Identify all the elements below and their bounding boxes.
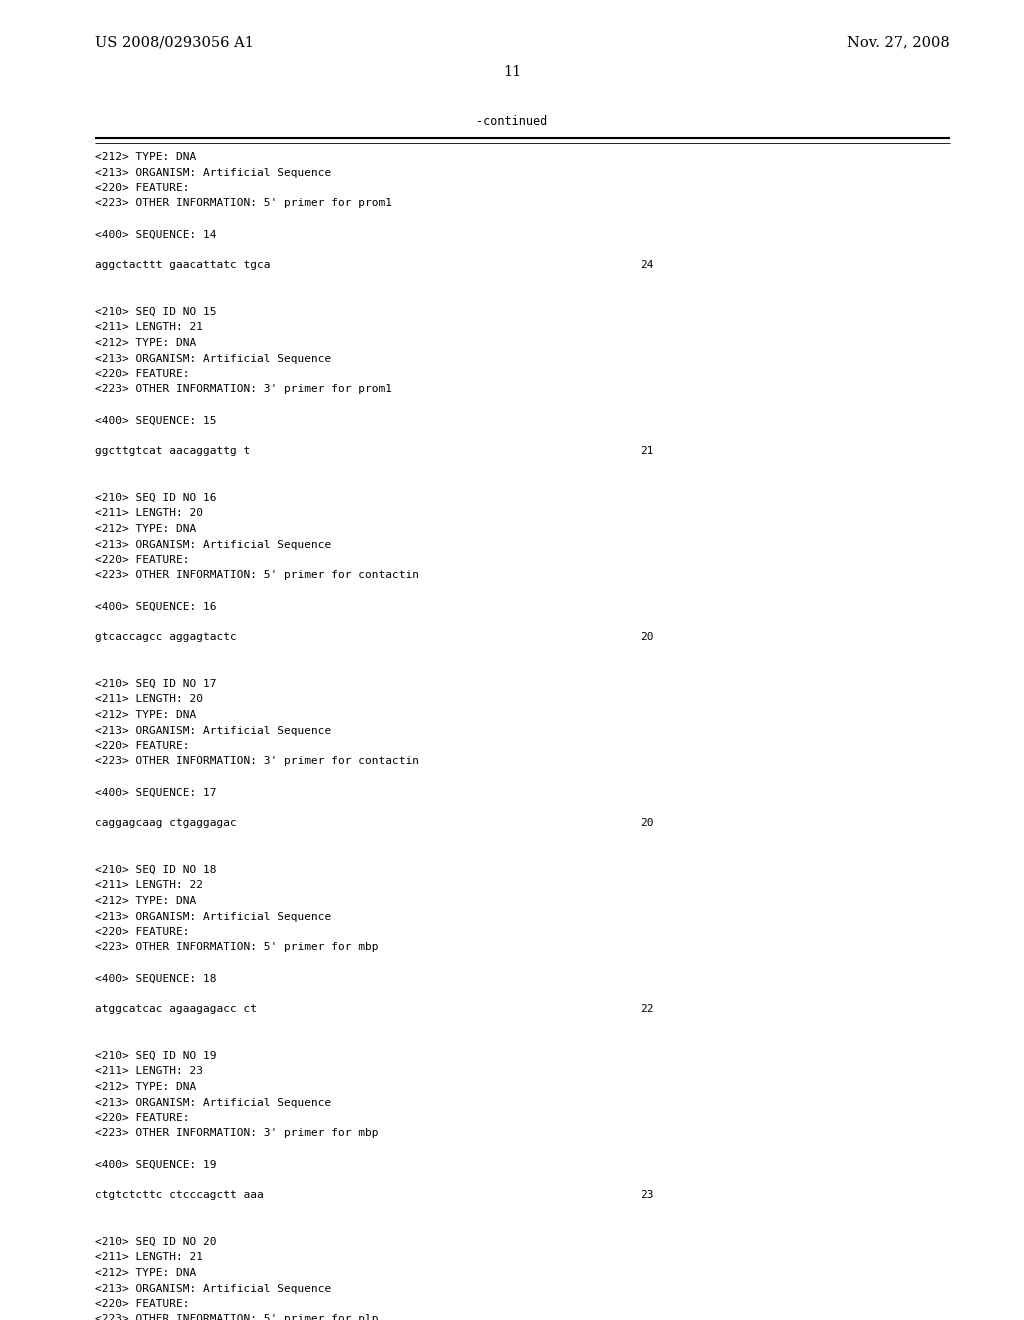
Text: <400> SEQUENCE: 14: <400> SEQUENCE: 14 — [95, 230, 216, 239]
Text: <210> SEQ ID NO 16: <210> SEQ ID NO 16 — [95, 492, 216, 503]
Text: <213> ORGANISM: Artificial Sequence: <213> ORGANISM: Artificial Sequence — [95, 354, 331, 363]
Text: <400> SEQUENCE: 17: <400> SEQUENCE: 17 — [95, 788, 216, 797]
Text: <213> ORGANISM: Artificial Sequence: <213> ORGANISM: Artificial Sequence — [95, 1097, 331, 1107]
Text: <211> LENGTH: 20: <211> LENGTH: 20 — [95, 508, 203, 519]
Text: 20: 20 — [640, 632, 653, 643]
Text: 23: 23 — [640, 1191, 653, 1200]
Text: <400> SEQUENCE: 19: <400> SEQUENCE: 19 — [95, 1159, 216, 1170]
Text: <223> OTHER INFORMATION: 5' primer for plp: <223> OTHER INFORMATION: 5' primer for p… — [95, 1315, 379, 1320]
Text: <210> SEQ ID NO 15: <210> SEQ ID NO 15 — [95, 308, 216, 317]
Text: <223> OTHER INFORMATION: 5' primer for prom1: <223> OTHER INFORMATION: 5' primer for p… — [95, 198, 392, 209]
Text: <212> TYPE: DNA: <212> TYPE: DNA — [95, 710, 197, 719]
Text: <212> TYPE: DNA: <212> TYPE: DNA — [95, 896, 197, 906]
Text: atggcatcac agaagagacc ct: atggcatcac agaagagacc ct — [95, 1005, 257, 1015]
Text: Nov. 27, 2008: Nov. 27, 2008 — [847, 36, 950, 49]
Text: gtcaccagcc aggagtactc: gtcaccagcc aggagtactc — [95, 632, 237, 643]
Text: <400> SEQUENCE: 16: <400> SEQUENCE: 16 — [95, 602, 216, 611]
Text: <223> OTHER INFORMATION: 3' primer for contactin: <223> OTHER INFORMATION: 3' primer for c… — [95, 756, 419, 767]
Text: <212> TYPE: DNA: <212> TYPE: DNA — [95, 1269, 197, 1278]
Text: 24: 24 — [640, 260, 653, 271]
Text: caggagcaag ctgaggagac: caggagcaag ctgaggagac — [95, 818, 237, 829]
Text: <212> TYPE: DNA: <212> TYPE: DNA — [95, 524, 197, 535]
Text: <213> ORGANISM: Artificial Sequence: <213> ORGANISM: Artificial Sequence — [95, 1283, 331, 1294]
Text: <213> ORGANISM: Artificial Sequence: <213> ORGANISM: Artificial Sequence — [95, 912, 331, 921]
Text: <220> FEATURE:: <220> FEATURE: — [95, 1113, 189, 1123]
Text: <213> ORGANISM: Artificial Sequence: <213> ORGANISM: Artificial Sequence — [95, 540, 331, 549]
Text: <211> LENGTH: 22: <211> LENGTH: 22 — [95, 880, 203, 891]
Text: <223> OTHER INFORMATION: 3' primer for prom1: <223> OTHER INFORMATION: 3' primer for p… — [95, 384, 392, 395]
Text: <210> SEQ ID NO 17: <210> SEQ ID NO 17 — [95, 678, 216, 689]
Text: <212> TYPE: DNA: <212> TYPE: DNA — [95, 152, 197, 162]
Text: 22: 22 — [640, 1005, 653, 1015]
Text: <400> SEQUENCE: 15: <400> SEQUENCE: 15 — [95, 416, 216, 425]
Text: <210> SEQ ID NO 20: <210> SEQ ID NO 20 — [95, 1237, 216, 1247]
Text: 20: 20 — [640, 818, 653, 829]
Text: <220> FEATURE:: <220> FEATURE: — [95, 370, 189, 379]
Text: <220> FEATURE:: <220> FEATURE: — [95, 183, 189, 193]
Text: <220> FEATURE:: <220> FEATURE: — [95, 741, 189, 751]
Text: aggctacttt gaacattatc tgca: aggctacttt gaacattatc tgca — [95, 260, 270, 271]
Text: <212> TYPE: DNA: <212> TYPE: DNA — [95, 338, 197, 348]
Text: ggcttgtcat aacaggattg t: ggcttgtcat aacaggattg t — [95, 446, 250, 457]
Text: 11: 11 — [503, 65, 521, 79]
Text: <210> SEQ ID NO 18: <210> SEQ ID NO 18 — [95, 865, 216, 875]
Text: <220> FEATURE:: <220> FEATURE: — [95, 554, 189, 565]
Text: <220> FEATURE:: <220> FEATURE: — [95, 1299, 189, 1309]
Text: <223> OTHER INFORMATION: 5' primer for mbp: <223> OTHER INFORMATION: 5' primer for m… — [95, 942, 379, 953]
Text: <223> OTHER INFORMATION: 5' primer for contactin: <223> OTHER INFORMATION: 5' primer for c… — [95, 570, 419, 581]
Text: US 2008/0293056 A1: US 2008/0293056 A1 — [95, 36, 254, 49]
Text: <223> OTHER INFORMATION: 3' primer for mbp: <223> OTHER INFORMATION: 3' primer for m… — [95, 1129, 379, 1138]
Text: <220> FEATURE:: <220> FEATURE: — [95, 927, 189, 937]
Text: <211> LENGTH: 23: <211> LENGTH: 23 — [95, 1067, 203, 1077]
Text: <210> SEQ ID NO 19: <210> SEQ ID NO 19 — [95, 1051, 216, 1061]
Text: <212> TYPE: DNA: <212> TYPE: DNA — [95, 1082, 197, 1092]
Text: 21: 21 — [640, 446, 653, 457]
Text: <213> ORGANISM: Artificial Sequence: <213> ORGANISM: Artificial Sequence — [95, 726, 331, 735]
Text: ctgtctcttc ctcccagctt aaa: ctgtctcttc ctcccagctt aaa — [95, 1191, 264, 1200]
Text: <211> LENGTH: 20: <211> LENGTH: 20 — [95, 694, 203, 705]
Text: <400> SEQUENCE: 18: <400> SEQUENCE: 18 — [95, 974, 216, 983]
Text: <211> LENGTH: 21: <211> LENGTH: 21 — [95, 1253, 203, 1262]
Text: <213> ORGANISM: Artificial Sequence: <213> ORGANISM: Artificial Sequence — [95, 168, 331, 177]
Text: -continued: -continued — [476, 115, 548, 128]
Text: <211> LENGTH: 21: <211> LENGTH: 21 — [95, 322, 203, 333]
